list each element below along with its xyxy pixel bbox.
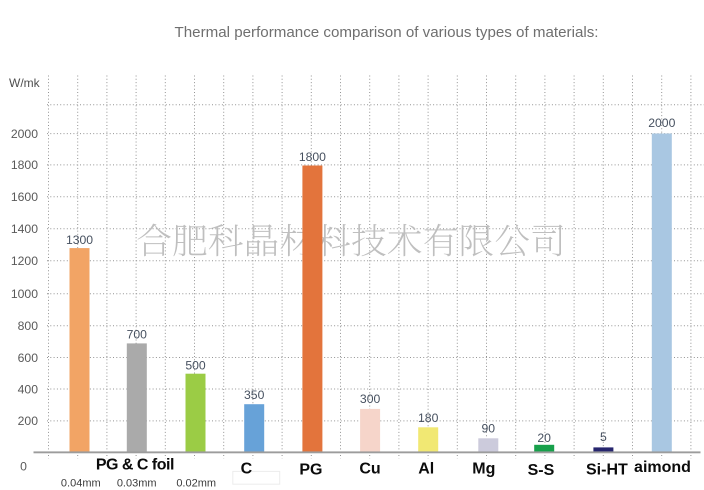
svg-text:1600: 1600 xyxy=(11,190,38,204)
svg-text:2000: 2000 xyxy=(11,127,38,141)
svg-text:Mg: Mg xyxy=(472,461,495,478)
svg-text:2000: 2000 xyxy=(648,116,675,130)
svg-text:Al: Al xyxy=(418,461,434,478)
svg-text:1800: 1800 xyxy=(11,158,38,172)
svg-text:300: 300 xyxy=(360,392,381,406)
svg-text:Cu: Cu xyxy=(359,461,380,478)
svg-text:800: 800 xyxy=(18,319,39,333)
svg-text:W/mk: W/mk xyxy=(9,76,41,90)
svg-text:700: 700 xyxy=(127,328,148,342)
svg-text:C: C xyxy=(241,460,253,477)
svg-text:20: 20 xyxy=(537,431,551,445)
svg-text:0.02mm: 0.02mm xyxy=(176,478,216,490)
svg-text:90: 90 xyxy=(482,421,496,435)
svg-text:350: 350 xyxy=(244,388,265,402)
svg-text:1300: 1300 xyxy=(66,233,93,247)
svg-text:1800: 1800 xyxy=(299,150,326,164)
svg-text:5: 5 xyxy=(600,430,607,444)
svg-text:1200: 1200 xyxy=(11,254,38,268)
svg-text:PG: PG xyxy=(299,461,322,478)
svg-text:400: 400 xyxy=(18,382,39,396)
svg-text:S-S: S-S xyxy=(528,462,555,479)
svg-text:200: 200 xyxy=(18,414,39,428)
svg-text:180: 180 xyxy=(418,411,439,425)
svg-text:1400: 1400 xyxy=(11,222,38,236)
svg-text:1000: 1000 xyxy=(11,287,38,301)
svg-text:aimond: aimond xyxy=(634,459,691,476)
svg-text:Thermal performance comparison: Thermal performance comparison of variou… xyxy=(175,24,599,41)
svg-text:600: 600 xyxy=(18,351,39,365)
svg-text:0: 0 xyxy=(20,460,27,474)
svg-text:500: 500 xyxy=(185,358,206,372)
svg-text:0.03mm: 0.03mm xyxy=(117,478,157,490)
svg-text:0.04mm: 0.04mm xyxy=(61,478,101,490)
svg-text:Si-HT: Si-HT xyxy=(586,462,628,479)
svg-text:PG & C foil: PG & C foil xyxy=(96,457,174,474)
